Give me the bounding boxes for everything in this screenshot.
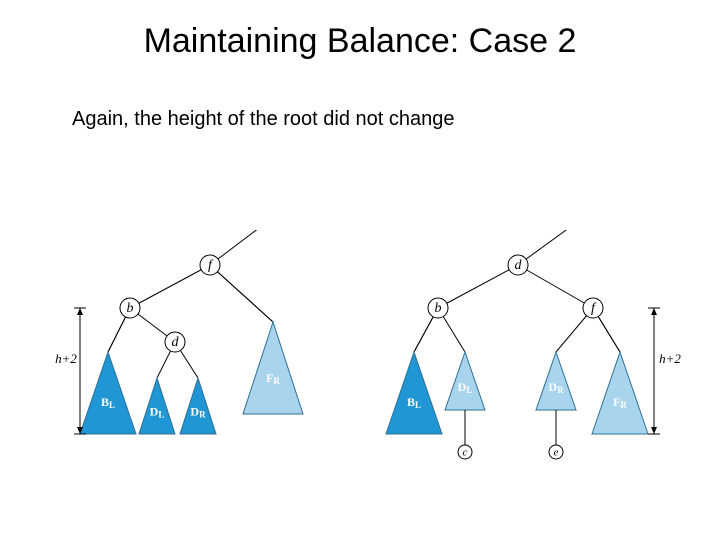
svg-text:d: d (172, 335, 180, 350)
svg-text:b: b (127, 301, 134, 316)
slide-title: Maintaining Balance: Case 2 (0, 22, 720, 61)
svg-text:h+2: h+2 (55, 351, 77, 366)
tree-diagram: BLDLDRFRfbdBLDLDRFRdbfceh+2h+2 (48, 230, 688, 480)
svg-text:c: c (463, 447, 468, 459)
svg-text:e: e (554, 447, 559, 459)
svg-text:b: b (435, 301, 442, 316)
svg-text:d: d (515, 258, 523, 273)
figure-area: BLDLDRFRfbdBLDLDRFRdbfceh+2h+2 (48, 230, 688, 480)
svg-text:h+2: h+2 (659, 351, 681, 366)
body-text: Again, the height of the root did not ch… (72, 108, 455, 131)
slide: Maintaining Balance: Case 2 Again, the h… (0, 0, 720, 540)
